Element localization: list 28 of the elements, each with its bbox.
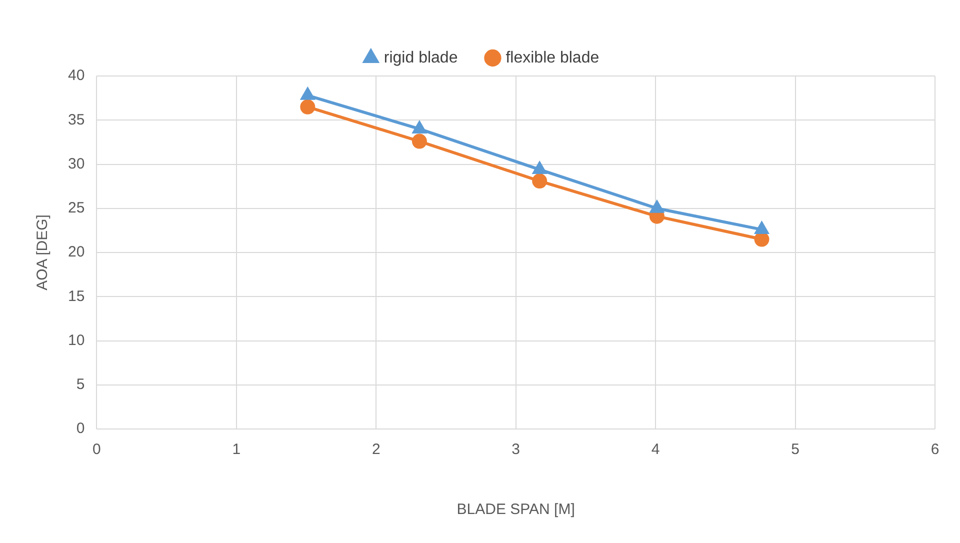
point xyxy=(412,134,427,149)
point xyxy=(532,162,546,174)
x-tick-label: 3 xyxy=(512,441,520,458)
x-tick-label: 5 xyxy=(791,441,800,458)
point xyxy=(650,200,664,213)
x-tick-label: 6 xyxy=(930,441,940,458)
y-tick-label: 30 xyxy=(68,155,85,172)
y-tick-label: 20 xyxy=(68,244,85,261)
point xyxy=(755,222,768,234)
point xyxy=(412,121,426,134)
x-tick-label: 4 xyxy=(651,441,660,458)
x-axis-title: BLADE SPAN [M] xyxy=(456,501,575,518)
y-tick-label: 35 xyxy=(68,111,85,128)
legend-label: rigid blade xyxy=(384,49,458,66)
y-axis-title: AOA [DEG] xyxy=(34,214,52,290)
y-tick-label: 40 xyxy=(68,67,85,84)
y-tick-label: 10 xyxy=(68,332,85,349)
point xyxy=(532,174,548,189)
point xyxy=(300,88,314,100)
y-tick-label: 15 xyxy=(68,288,85,305)
x-tick-label: 2 xyxy=(372,441,380,458)
point xyxy=(300,99,316,114)
y-tick-label: 5 xyxy=(76,376,85,394)
x-tick-label: 0 xyxy=(92,441,101,458)
x-tick-label: 1 xyxy=(232,441,241,458)
y-tick-label: 0 xyxy=(76,420,85,438)
y-tick-label: 25 xyxy=(68,200,85,217)
legend-label: flexible blade xyxy=(506,49,600,66)
